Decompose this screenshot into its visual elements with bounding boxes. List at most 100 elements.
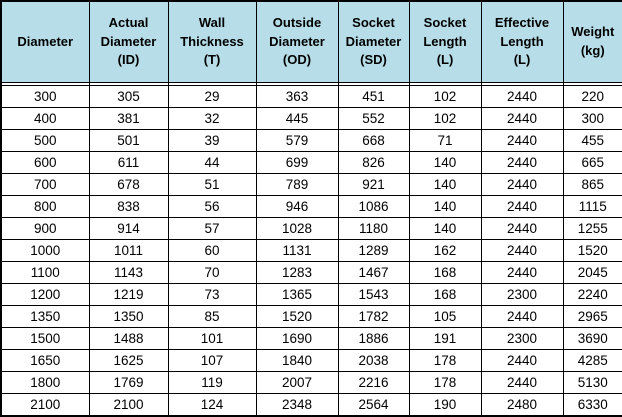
table-row: 1000 1011 60 1131 1289 162 2440 1520 [0,239,622,262]
cell: 2440 [480,85,564,108]
table-row: 1650 1625 107 1840 2038 178 2440 4285 [0,349,622,372]
cell: 2440 [480,151,564,174]
cell: 60 [167,239,257,262]
cell: 865 [562,173,622,196]
cell: 1488 [88,327,169,350]
cell: 2007 [255,371,339,394]
cell: 1100 [0,261,90,284]
column-header-outside-diameter: Outside Diameter (OD) [255,0,339,83]
cell: 2440 [480,305,564,328]
table-row: 900 914 57 1028 1180 140 2440 1255 [0,217,622,240]
cell: 665 [562,151,622,174]
column-header-wall-thickness: Wall Thickness (T) [167,0,257,83]
cell: 140 [408,195,482,218]
cell: 1143 [88,261,169,284]
cell: 600 [0,151,90,174]
cell: 2440 [480,217,564,240]
cell: 168 [408,261,482,284]
cell: 2440 [480,371,564,394]
cell: 1289 [337,239,410,262]
table-row: 400 381 32 445 552 102 2440 300 [0,107,622,130]
cell: 1115 [562,195,622,218]
cell: 105 [408,305,482,328]
cell: 71 [408,129,482,152]
cell: 2300 [480,283,564,306]
table-row: 300 305 29 363 451 102 2440 220 [0,85,622,108]
cell: 451 [337,85,410,108]
cell: 140 [408,217,482,240]
cell: 2564 [337,393,410,417]
cell: 124 [167,393,257,417]
cell: 107 [167,349,257,372]
table-row: 1200 1219 73 1365 1543 168 2300 2240 [0,283,622,306]
cell: 611 [88,151,169,174]
table-row: 800 838 56 946 1086 140 2440 1115 [0,195,622,218]
cell: 191 [408,327,482,350]
table-body: 300 305 29 363 451 102 2440 220 400 381 32 445 552 10… [0,85,622,417]
table-row: 1800 1769 119 2007 2216 178 2440 5130 [0,371,622,394]
column-header-actual-diameter: Actual Diameter (ID) [88,0,169,83]
cell: 2965 [562,305,622,328]
cell: 678 [88,173,169,196]
cell: 101 [167,327,257,350]
cell: 178 [408,371,482,394]
cell: 2100 [0,393,90,417]
cell: 1782 [337,305,410,328]
cell: 2440 [480,173,564,196]
cell: 363 [255,85,339,108]
cell: 381 [88,107,169,130]
cell: 5130 [562,371,622,394]
cell: 220 [562,85,622,108]
table-row: 600 611 44 699 826 140 2440 665 [0,151,622,174]
cell: 400 [0,107,90,130]
cell: 32 [167,107,257,130]
cell: 178 [408,349,482,372]
cell: 140 [408,173,482,196]
cell: 2440 [480,349,564,372]
cell: 1350 [0,305,90,328]
cell: 2300 [480,327,564,350]
cell: 1219 [88,283,169,306]
cell: 4285 [562,349,622,372]
cell: 51 [167,173,257,196]
cell: 2216 [337,371,410,394]
cell: 57 [167,217,257,240]
cell: 1028 [255,217,339,240]
cell: 1886 [337,327,410,350]
cell: 3690 [562,327,622,350]
cell: 190 [408,393,482,417]
cell: 900 [0,217,90,240]
cell: 162 [408,239,482,262]
header-row: Diameter Actual Diameter (ID) Wall Thick… [0,0,622,83]
cell: 1365 [255,283,339,306]
cell: 102 [408,107,482,130]
cell: 1520 [562,239,622,262]
cell: 1840 [255,349,339,372]
cell: 1131 [255,239,339,262]
table-row: 1350 1350 85 1520 1782 105 2440 2965 [0,305,622,328]
cell: 1800 [0,371,90,394]
cell: 1650 [0,349,90,372]
cell: 2440 [480,107,564,130]
cell: 700 [0,173,90,196]
cell: 1520 [255,305,339,328]
table-row: 1500 1488 101 1690 1886 191 2300 3690 [0,327,622,350]
column-header-socket-length: Socket Length (L) [408,0,482,83]
cell: 6330 [562,393,622,417]
cell: 800 [0,195,90,218]
cell: 300 [0,85,90,108]
cell: 2440 [480,195,564,218]
cell: 305 [88,85,169,108]
cell: 300 [562,107,622,130]
cell: 826 [337,151,410,174]
cell: 2440 [480,261,564,284]
cell: 2045 [562,261,622,284]
cell: 579 [255,129,339,152]
cell: 29 [167,85,257,108]
cell: 1000 [0,239,90,262]
cell: 119 [167,371,257,394]
cell: 445 [255,107,339,130]
cell: 2440 [480,239,564,262]
table-row: 2100 2100 124 2348 2564 190 2480 6330 [0,393,622,417]
